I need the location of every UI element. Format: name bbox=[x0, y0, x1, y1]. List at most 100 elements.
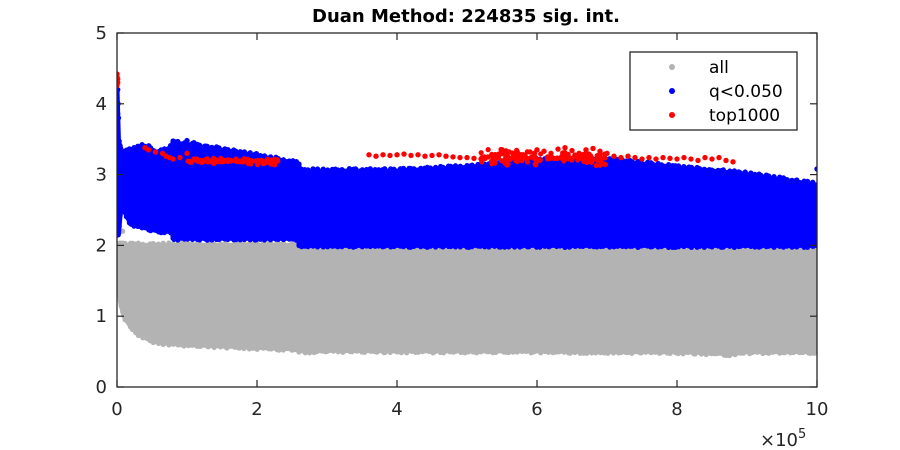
data-point bbox=[117, 223, 122, 230]
data-point bbox=[310, 243, 316, 249]
y-tick-label: 3 bbox=[96, 165, 107, 186]
data-point bbox=[562, 144, 568, 151]
data-point bbox=[209, 144, 215, 150]
data-point bbox=[502, 244, 508, 250]
data-point bbox=[122, 317, 128, 323]
data-point bbox=[482, 244, 488, 250]
data-point bbox=[432, 349, 438, 355]
data-point bbox=[646, 154, 652, 161]
data-point bbox=[811, 350, 817, 356]
data-point bbox=[510, 349, 516, 355]
data-point bbox=[545, 349, 552, 355]
data-point bbox=[135, 240, 142, 246]
data-point bbox=[771, 173, 777, 180]
data-point bbox=[702, 154, 708, 161]
data-point bbox=[117, 111, 121, 117]
data-point bbox=[448, 243, 454, 250]
data-point bbox=[766, 243, 772, 249]
data-point bbox=[696, 243, 703, 250]
data-point bbox=[513, 150, 519, 157]
data-point bbox=[325, 167, 331, 173]
data-point bbox=[400, 244, 407, 250]
data-point bbox=[492, 152, 498, 158]
data-point bbox=[432, 244, 439, 250]
data-point bbox=[605, 350, 611, 356]
data-point bbox=[197, 343, 203, 350]
data-point bbox=[709, 167, 715, 173]
data-point bbox=[118, 303, 124, 309]
data-point bbox=[643, 349, 649, 355]
data-point bbox=[123, 214, 130, 220]
data-point bbox=[457, 154, 463, 161]
data-point bbox=[648, 350, 654, 356]
data-point bbox=[257, 152, 264, 159]
data-point bbox=[615, 243, 621, 249]
data-point bbox=[268, 241, 274, 247]
data-point bbox=[577, 155, 583, 161]
data-point bbox=[354, 348, 360, 354]
data-point bbox=[594, 152, 600, 159]
data-point bbox=[523, 348, 530, 355]
data-point bbox=[491, 243, 498, 249]
data-point bbox=[296, 349, 302, 355]
data-point bbox=[286, 158, 292, 164]
data-point bbox=[794, 244, 800, 250]
data-point bbox=[419, 349, 426, 355]
data-point bbox=[261, 160, 267, 166]
data-point bbox=[485, 154, 491, 160]
data-point bbox=[524, 155, 530, 161]
data-point bbox=[607, 156, 613, 162]
data-point bbox=[498, 158, 505, 164]
legend-marker bbox=[669, 88, 675, 94]
data-point bbox=[814, 166, 817, 172]
data-point bbox=[140, 241, 146, 247]
data-point bbox=[505, 161, 511, 167]
data-point bbox=[771, 244, 777, 250]
data-point bbox=[674, 156, 680, 162]
data-point bbox=[205, 159, 211, 165]
data-point bbox=[652, 349, 658, 355]
data-point bbox=[191, 156, 197, 162]
data-point bbox=[198, 157, 204, 164]
data-point bbox=[211, 241, 217, 247]
data-point bbox=[160, 240, 166, 246]
x-tick-label: 10 bbox=[806, 399, 829, 420]
data-point bbox=[380, 152, 386, 158]
data-point bbox=[532, 161, 538, 167]
data-point bbox=[506, 149, 512, 155]
data-point bbox=[618, 154, 624, 161]
data-point bbox=[254, 159, 260, 165]
data-point bbox=[478, 150, 484, 156]
data-point bbox=[594, 244, 600, 250]
data-point bbox=[519, 243, 525, 249]
data-point bbox=[161, 146, 167, 152]
data-point bbox=[675, 350, 681, 357]
data-point bbox=[675, 244, 682, 250]
data-point bbox=[191, 140, 197, 146]
axes bbox=[116, 32, 818, 388]
data-point bbox=[400, 165, 407, 171]
y-tick-label: 2 bbox=[96, 235, 107, 256]
data-point bbox=[457, 244, 463, 250]
data-point bbox=[527, 149, 533, 155]
data-point bbox=[189, 241, 195, 247]
data-point bbox=[665, 161, 672, 168]
data-point bbox=[452, 348, 458, 355]
data-point bbox=[129, 326, 136, 333]
data-point bbox=[219, 159, 225, 165]
data-point bbox=[367, 243, 373, 250]
data-point bbox=[170, 241, 176, 247]
data-point bbox=[597, 162, 603, 168]
data-point bbox=[638, 350, 644, 356]
data-point bbox=[387, 152, 393, 159]
data-point bbox=[173, 140, 180, 146]
data-point bbox=[680, 351, 686, 357]
data-point bbox=[589, 350, 595, 356]
data-point bbox=[688, 164, 695, 170]
data-point bbox=[302, 350, 308, 356]
data-point bbox=[247, 150, 253, 156]
data-point bbox=[391, 243, 397, 250]
data-point bbox=[492, 159, 498, 165]
data-point bbox=[512, 244, 518, 250]
data-point bbox=[478, 156, 484, 162]
